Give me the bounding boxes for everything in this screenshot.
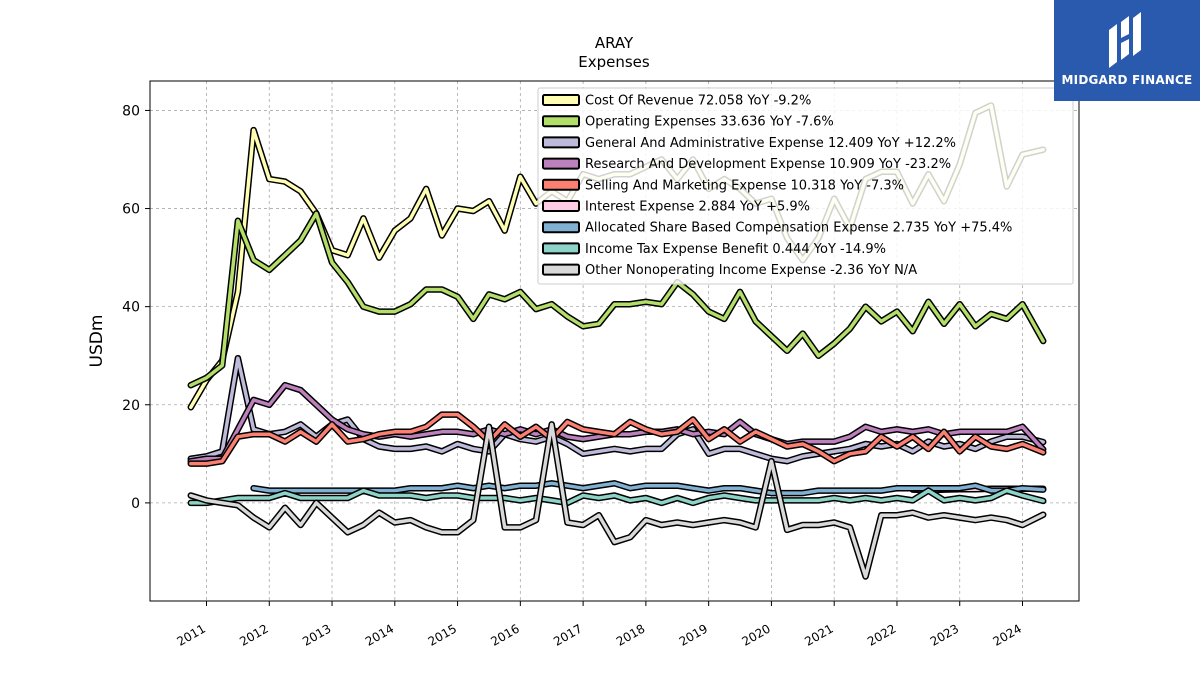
legend-swatch [542,221,580,234]
legend-box [537,87,1074,285]
midgard-logo-icon [1109,12,1141,68]
legend-entry: Selling And Marketing Expense 10.318 YoY… [585,178,904,193]
series-line-4 [187,411,1047,467]
legend-entry: General And Administrative Expense 12.40… [585,136,956,151]
x-tick-label: 2019 [677,621,710,648]
plot-frame [149,80,1080,602]
x-tick-label: 2015 [426,621,459,648]
logo-text: MIDGARD FINANCE [1061,73,1193,87]
y-tick-label: 40 [122,300,140,316]
midgard-logo: MIDGARD FINANCE [1054,0,1200,101]
x-tick-label: 2020 [739,621,772,648]
x-tick-label: 2013 [300,621,333,648]
legend-entry: Operating Expenses 33.636 YoY -7.6% [585,115,834,130]
legend-swatch [542,242,580,255]
series-line-1 [187,210,1047,389]
legend-swatch [542,200,580,212]
chart-subtitle: Expenses [578,53,650,71]
legend-swatch [542,263,580,276]
chart-title: ARAY [595,34,634,52]
legend-entry: Allocated Share Based Compensation Expen… [585,221,1012,236]
legend-entry: Research And Development Expense 10.909 … [585,157,951,172]
x-tick-label: 2016 [488,621,521,648]
legend: Cost Of Revenue 72.058 YoY -9.2% Operatin… [537,87,1074,285]
legend-swatch [542,94,580,106]
legend-entry: Income Tax Expense Benefit 0.444 YoY -14… [585,242,886,257]
x-tick-label: 2022 [865,621,898,648]
legend-entry: Cost Of Revenue 72.058 YoY -9.2% [585,94,811,109]
series-line-7 [187,487,1047,507]
y-tick-label: 20 [122,398,140,414]
legend-swatch [542,157,580,170]
x-tick-label: 2011 [175,621,208,648]
series-line-8 [187,421,1047,580]
x-tick-label: 2014 [363,621,396,648]
y-tick-label: 60 [122,202,140,218]
x-tick-label: 2018 [614,621,647,648]
x-tick-label: 2024 [991,621,1024,648]
x-tick-label: 2012 [237,621,270,648]
series-line-6 [250,480,1047,497]
legend-entry: Other Nonoperating Income Expense -2.36 … [585,263,917,278]
legend-swatch [542,115,580,128]
x-tick-label: 2017 [551,621,584,648]
legend-swatch [542,178,580,191]
y-tick-label: 0 [131,496,140,512]
y-axis-label: USDm [87,315,107,368]
x-tick-label: 2021 [802,621,835,648]
legend-entry: Interest Expense 2.884 YoY +5.9% [585,200,810,215]
legend-swatch [542,136,580,149]
x-tick-label: 2023 [928,621,961,648]
y-tick-label: 80 [122,103,140,119]
